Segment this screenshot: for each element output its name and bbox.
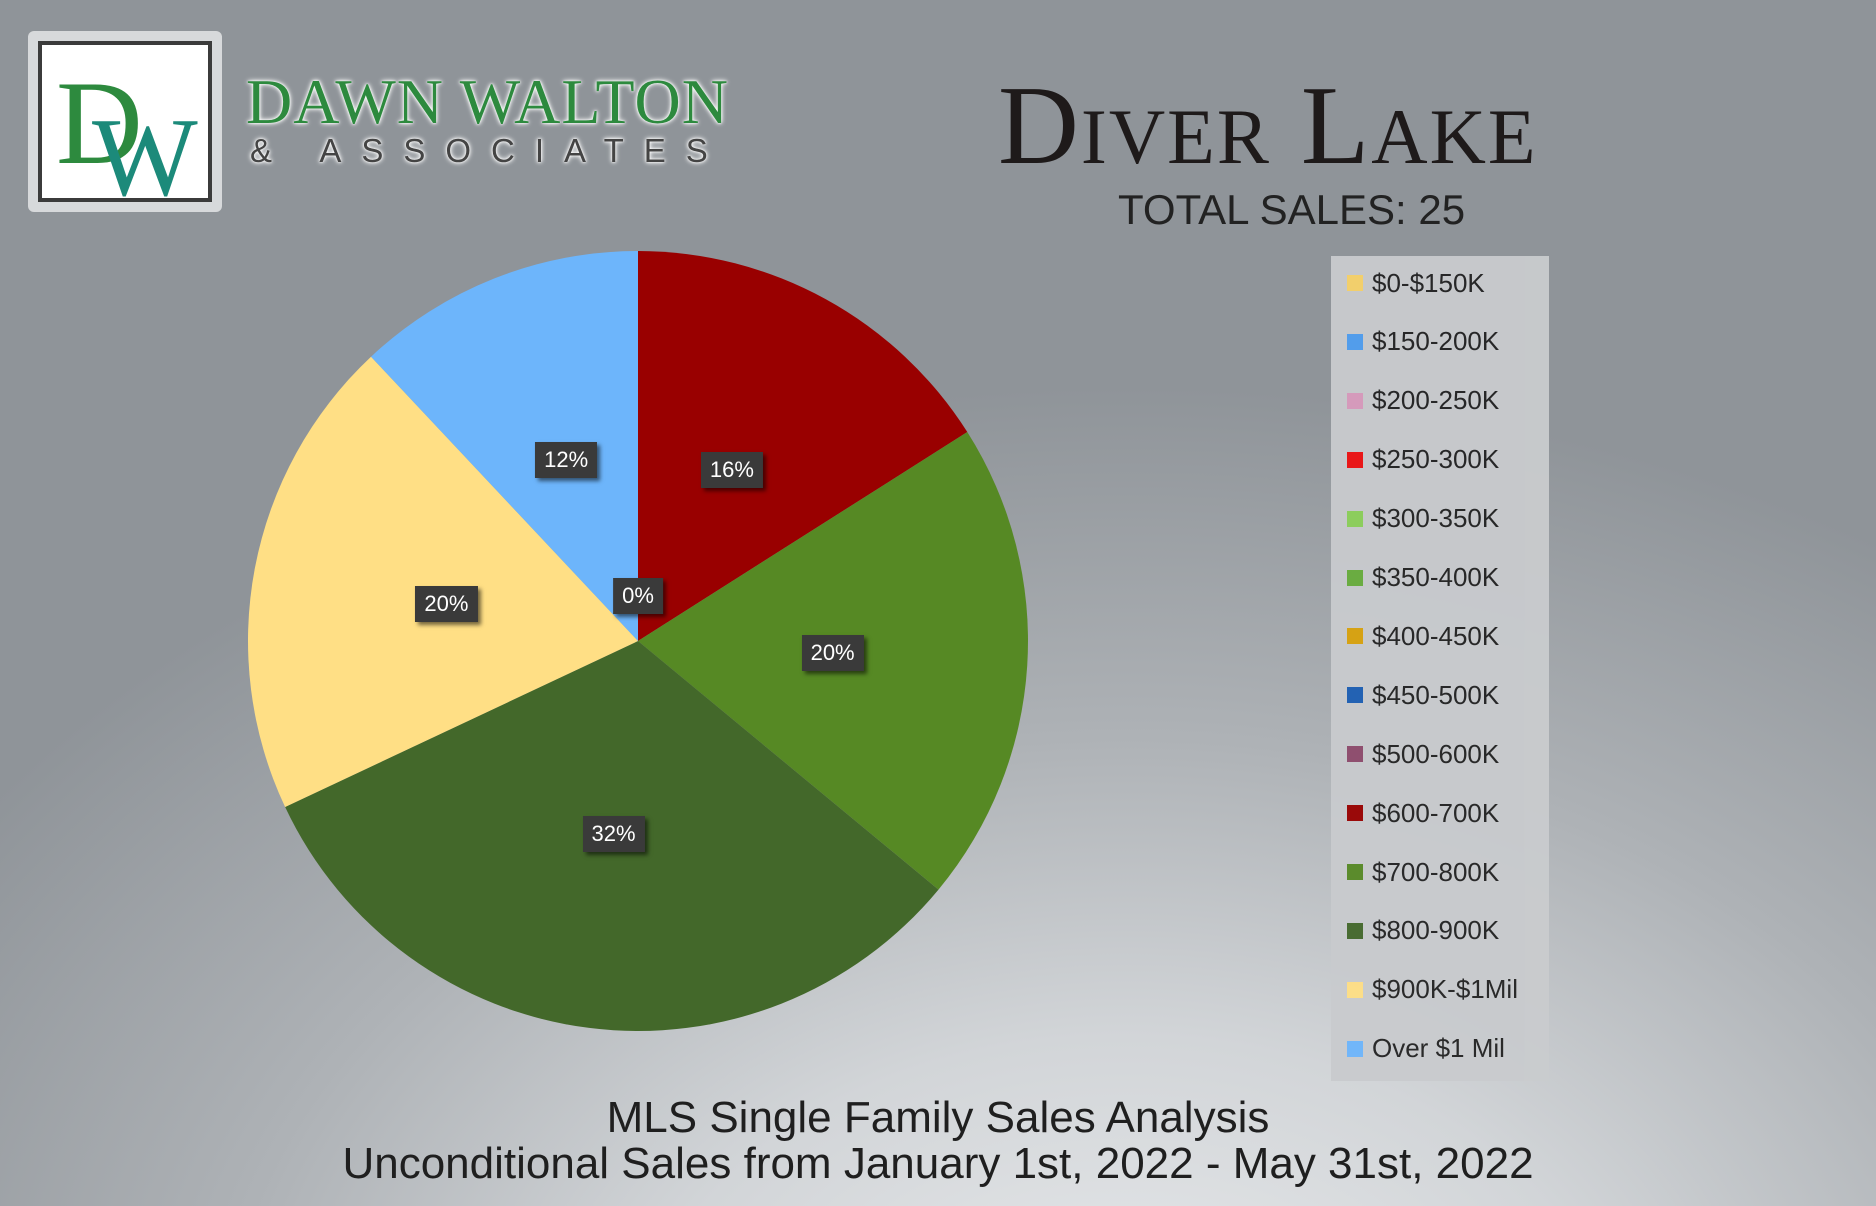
legend-label: Over $1 Mil: [1372, 1033, 1505, 1064]
legend-item-600-700k: $600-700K: [1347, 796, 1499, 830]
pie-chart: [248, 251, 1028, 1031]
legend-label: $900K-$1Mil: [1372, 974, 1518, 1005]
legend-swatch: [1347, 805, 1363, 822]
pie-slice-900k-1mil: [248, 356, 638, 808]
logo-letter-d: D: [56, 56, 143, 189]
legend-item-300-350k: $300-350K: [1347, 502, 1499, 536]
legend-label: $150-200K: [1372, 326, 1500, 357]
footer-title: MLS Single Family Sales Analysis: [606, 1093, 1270, 1142]
data-label-over-1-mil: 12%: [535, 441, 598, 478]
legend-label: $400-450K: [1372, 620, 1500, 651]
legend-swatch: [1347, 451, 1363, 468]
legend-label: $700-800K: [1372, 856, 1500, 887]
legend-swatch: [1347, 922, 1363, 939]
legend-swatch: [1347, 275, 1363, 291]
data-label-900k-1mil: 20%: [415, 586, 478, 623]
legend-label: $200-250K: [1372, 385, 1500, 416]
legend-item-over-1-mil: Over $1 Mil: [1347, 1032, 1505, 1066]
pie-slice-over-1-mil: [371, 251, 638, 641]
legend-label: $600-700K: [1372, 797, 1500, 828]
legend-swatch: [1347, 981, 1363, 998]
legend-swatch: [1347, 628, 1363, 645]
data-label-700-800k: 20%: [801, 635, 864, 672]
legend-item-0-150k: $0-$150K: [1347, 266, 1485, 300]
legend-swatch: [1347, 569, 1363, 586]
legend-swatch: [1347, 333, 1363, 350]
pie-slice-600-700k: [638, 251, 968, 641]
legend-item-350-400k: $350-400K: [1347, 561, 1499, 595]
data-label-150-200k: 0%: [613, 578, 663, 614]
legend-item-450-500k: $450-500K: [1347, 678, 1499, 712]
legend-item-200-250k: $200-250K: [1347, 384, 1499, 418]
data-label-600-700k: 16%: [700, 452, 763, 489]
legend-item-700-800k: $700-800K: [1347, 855, 1499, 889]
legend-swatch: [1347, 687, 1363, 704]
legend-item-250-300k: $250-300K: [1347, 443, 1499, 477]
brand-subtitle: & ASSOCIATES: [250, 132, 728, 169]
page-title: Diver Lake: [998, 64, 1538, 188]
footer-date-range: Unconditional Sales from January 1st, 20…: [342, 1139, 1534, 1188]
legend-swatch: [1347, 392, 1363, 409]
logo: D W: [28, 31, 222, 212]
legend-label: $450-500K: [1372, 679, 1500, 710]
legend-label: $500-600K: [1372, 738, 1500, 769]
logo-monogram: D W: [56, 56, 198, 198]
logo-monogram-frame: D W: [38, 41, 212, 202]
legend-label: $350-400K: [1372, 562, 1500, 592]
legend-label: $800-900K: [1372, 915, 1500, 946]
legend-item-800-900k: $800-900K: [1347, 914, 1499, 948]
legend-swatch: [1347, 510, 1363, 527]
total-sales: TOTAL SALES: 25: [1118, 186, 1466, 233]
legend-label: $250-300K: [1372, 444, 1500, 475]
chart-legend: $0-$150K $150-200K $200-250K $250-300K $300-…: [1331, 256, 1549, 1081]
data-label-800-900k: 32%: [582, 816, 645, 853]
logo-letter-w: W: [92, 96, 198, 198]
legend-swatch: [1347, 864, 1363, 880]
legend-label: $300-350K: [1372, 503, 1500, 534]
legend-item-400-450k: $400-450K: [1347, 619, 1499, 653]
legend-label: $0-$150K: [1372, 267, 1485, 298]
brand-name: DAWN WALTON: [246, 66, 729, 137]
legend-swatch: [1347, 1040, 1363, 1057]
legend-item-900k-1mil: $900K-$1Mil: [1347, 973, 1518, 1007]
legend-swatch: [1347, 746, 1363, 763]
legend-item-500-600k: $500-600K: [1347, 737, 1499, 771]
legend-item-150-200k: $150-200K: [1347, 325, 1499, 359]
